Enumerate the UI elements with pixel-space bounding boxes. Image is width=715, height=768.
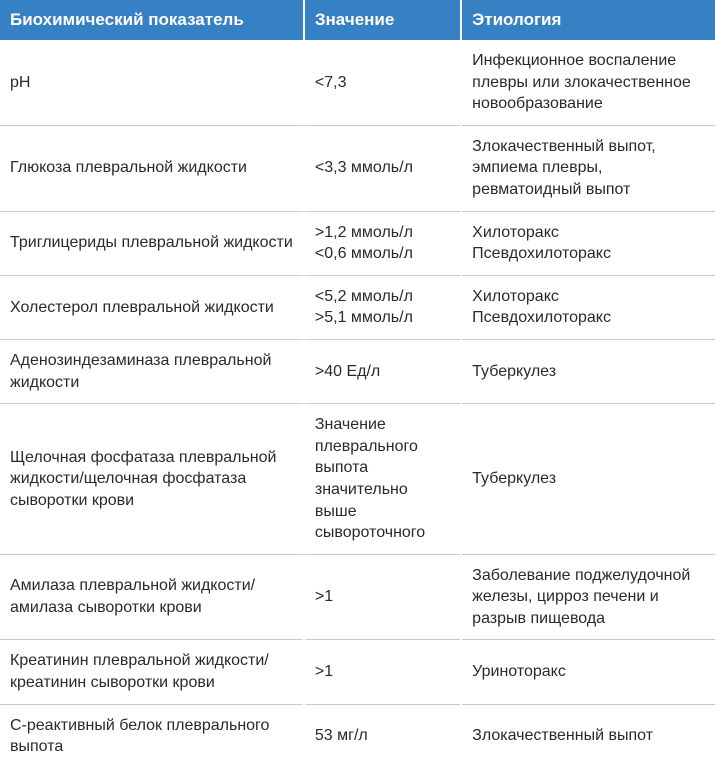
cell-value: <5,2 ммоль/л >5,1 ммоль/л	[304, 275, 461, 339]
cell-indicator: Креатинин плевральной жидкости/креатинин…	[0, 640, 304, 704]
cell-etiology: Инфекционное воспаление плевры или злока…	[461, 40, 715, 125]
header-etiology: Этиология	[461, 0, 715, 40]
cell-indicator: Аденозиндезаминаза плевральной жидкости	[0, 339, 304, 403]
cell-value: Значение плеврального выпота значительно…	[304, 404, 461, 555]
biochemical-table: Биохимический показатель Значение Этиоло…	[0, 0, 715, 768]
table-row: Триглицериды плевральной жидкости>1,2 мм…	[0, 211, 715, 275]
cell-value: <3,3 ммоль/л	[304, 125, 461, 211]
cell-indicator: Щелочная фосфатаза плевральной жидкости/…	[0, 404, 304, 555]
table-body: pH<7,3Инфекционное воспаление плевры или…	[0, 40, 715, 768]
table-row: Щелочная фосфатаза плевральной жидкости/…	[0, 404, 715, 555]
header-value: Значение	[304, 0, 461, 40]
cell-value: >40 Ед/л	[304, 339, 461, 403]
cell-indicator: Глюкоза плевральной жидкости	[0, 125, 304, 211]
cell-etiology: Заболевание поджелудочной железы, цирроз…	[461, 554, 715, 640]
cell-etiology: Уриноторакс	[461, 640, 715, 704]
cell-indicator: Триглицериды плевральной жидкости	[0, 211, 304, 275]
header-indicator: Биохимический показатель	[0, 0, 304, 40]
cell-etiology: Злокачественный выпот, эмпиема плевры, р…	[461, 125, 715, 211]
table-row: pH<7,3Инфекционное воспаление плевры или…	[0, 40, 715, 125]
table-row: Глюкоза плевральной жидкости<3,3 ммоль/л…	[0, 125, 715, 211]
cell-value: >1,2 ммоль/л <0,6 ммоль/л	[304, 211, 461, 275]
cell-indicator: Амилаза плевральной жидкости/амилаза сыв…	[0, 554, 304, 640]
cell-indicator: Холестерол плевральной жидкости	[0, 275, 304, 339]
table-header-row: Биохимический показатель Значение Этиоло…	[0, 0, 715, 40]
cell-value: >1	[304, 554, 461, 640]
cell-value: 53 мг/л	[304, 704, 461, 768]
cell-etiology: Хилоторакс Псевдохилоторакс	[461, 275, 715, 339]
table-row: Холестерол плевральной жидкости<5,2 ммол…	[0, 275, 715, 339]
table-row: Амилаза плевральной жидкости/амилаза сыв…	[0, 554, 715, 640]
cell-etiology: Хилоторакс Псевдохилоторакс	[461, 211, 715, 275]
cell-indicator: pH	[0, 40, 304, 125]
table-row: Креатинин плевральной жидкости/креатинин…	[0, 640, 715, 704]
cell-indicator: С-реактивный белок плеврального выпота	[0, 704, 304, 768]
cell-etiology: Туберкулез	[461, 339, 715, 403]
cell-etiology: Туберкулез	[461, 404, 715, 555]
table-row: С-реактивный белок плеврального выпота53…	[0, 704, 715, 768]
table-row: Аденозиндезаминаза плевральной жидкости>…	[0, 339, 715, 403]
cell-etiology: Злокачественный выпот	[461, 704, 715, 768]
cell-value: <7,3	[304, 40, 461, 125]
cell-value: >1	[304, 640, 461, 704]
